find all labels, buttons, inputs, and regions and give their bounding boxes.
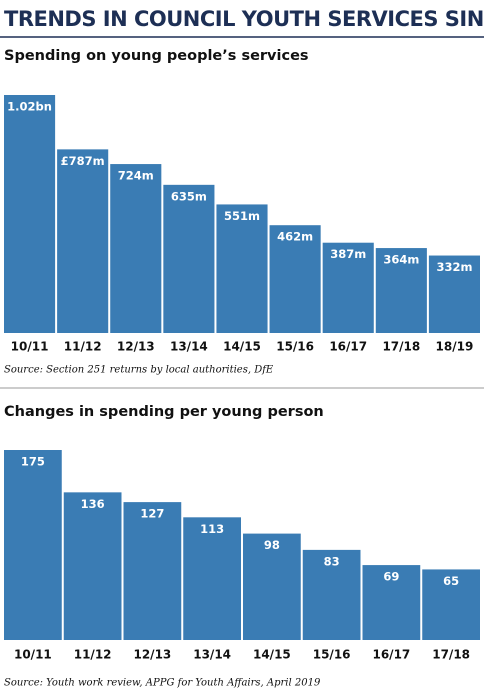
x-tick-label: 12/13 (117, 340, 155, 354)
data-label: 332m (436, 260, 472, 274)
x-tick-label: 17/18 (432, 648, 470, 662)
bar (428, 255, 480, 333)
x-tick-label: 14/15 (223, 340, 261, 354)
x-tick-label: 12/13 (133, 648, 171, 662)
data-label: 69 (383, 570, 399, 584)
bar (302, 549, 361, 640)
x-tick-label: 16/17 (372, 648, 410, 662)
chart-title: Spending on young people’s services (4, 48, 309, 64)
bar (63, 492, 122, 640)
bar (362, 565, 421, 640)
bar (269, 225, 321, 333)
data-label: 635m (171, 189, 207, 203)
data-label: 136 (81, 497, 105, 511)
x-tick-label: 14/15 (253, 648, 291, 662)
x-tick-label: 13/14 (193, 648, 231, 662)
x-tick-label: 13/14 (170, 340, 208, 354)
source-note: Source: Youth work review, APPG for Yout… (4, 678, 321, 689)
bar (375, 248, 427, 333)
x-tick-label: 18/19 (436, 340, 474, 354)
bar (123, 502, 182, 640)
data-label: 462m (277, 230, 313, 244)
page-title: TRENDS IN COUNCIL YOUTH SERVICES SINCE 2… (4, 7, 484, 31)
bar (322, 242, 374, 333)
data-label: 551m (224, 209, 260, 223)
bar (163, 184, 215, 333)
x-tick-label: 15/16 (313, 648, 351, 662)
bar (183, 517, 241, 640)
data-label: 364m (383, 253, 419, 267)
bar (216, 204, 268, 333)
bar (4, 95, 56, 333)
chart-title: Changes in spending per young person (4, 404, 324, 420)
x-tick-label: 11/12 (64, 340, 102, 354)
x-tick-label: 17/18 (382, 340, 420, 354)
data-label: 175 (21, 455, 45, 469)
data-label: 98 (264, 538, 280, 552)
data-label: 387m (330, 247, 366, 261)
data-label: 1.02bn (7, 100, 52, 114)
bar (57, 149, 109, 333)
source-note: Source: Section 251 returns by local aut… (4, 365, 274, 376)
x-tick-label: 16/17 (329, 340, 367, 354)
x-tick-label: 11/12 (74, 648, 112, 662)
data-label: £787m (61, 154, 105, 168)
data-label: 65 (443, 574, 459, 588)
data-label: 113 (200, 522, 224, 536)
data-label: 83 (324, 554, 340, 568)
data-label: 127 (140, 507, 164, 521)
bar (422, 569, 480, 640)
data-label: 724m (118, 169, 154, 183)
x-tick-label: 15/16 (276, 340, 314, 354)
bar (243, 533, 301, 640)
bar (4, 450, 62, 640)
x-tick-label: 10/11 (11, 340, 49, 354)
x-tick-label: 10/11 (14, 648, 52, 662)
bar (110, 164, 162, 333)
